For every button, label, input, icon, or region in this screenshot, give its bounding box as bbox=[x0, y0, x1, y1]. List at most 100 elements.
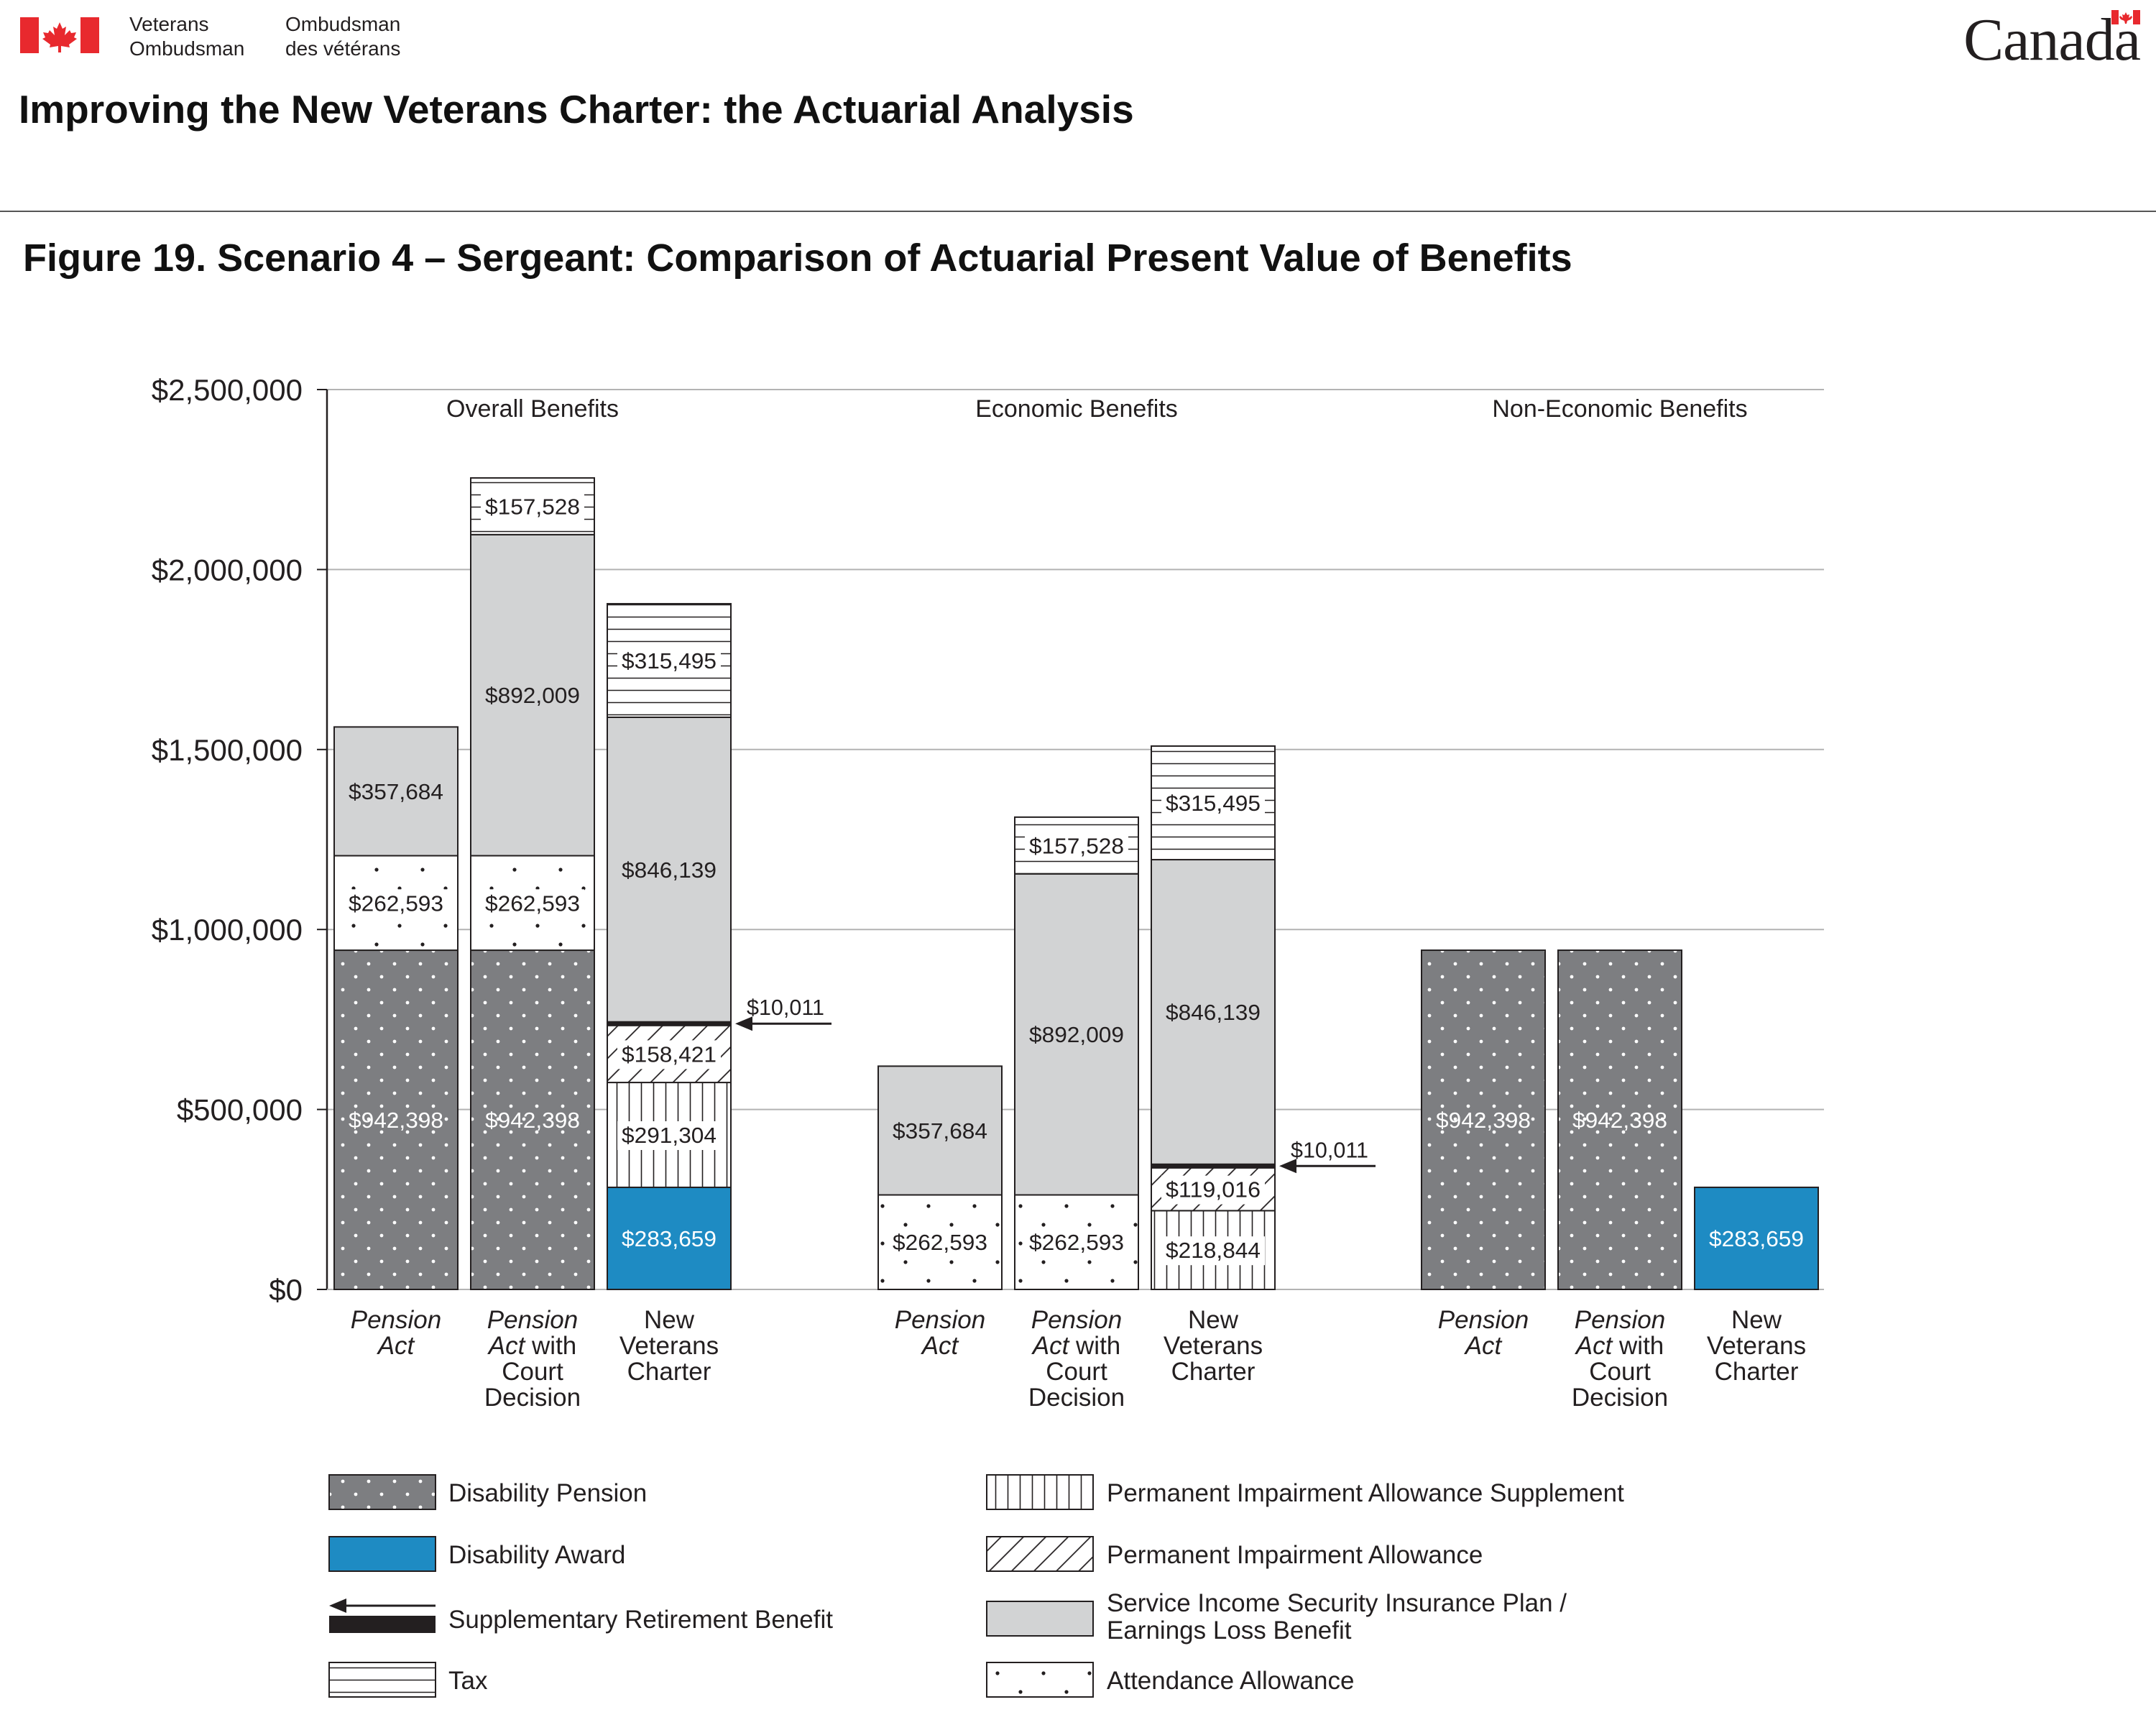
bar-segment-disability-pension bbox=[1421, 949, 1546, 1291]
data-label-bg bbox=[1161, 1236, 1265, 1266]
data-label-bg bbox=[617, 1121, 721, 1151]
category-label: Veterans bbox=[1164, 1332, 1263, 1360]
category-label-italic: Act bbox=[1575, 1332, 1613, 1360]
category-label-rest: with bbox=[1069, 1332, 1120, 1360]
bar-segment-disability-pension bbox=[333, 949, 459, 1291]
y-tick-label: $2,500,000 bbox=[152, 373, 303, 407]
org-name-en: Veterans Ombudsman bbox=[129, 12, 244, 61]
data-label: $262,593 bbox=[485, 891, 580, 916]
data-label: $119,016 bbox=[1166, 1177, 1261, 1202]
data-label: $892,009 bbox=[1029, 1022, 1124, 1047]
legend-label: Tax bbox=[448, 1667, 488, 1695]
data-label: $892,009 bbox=[485, 683, 580, 708]
data-label: $942,398 bbox=[349, 1108, 443, 1133]
legend-swatch-tax bbox=[328, 1662, 436, 1698]
bar-segment-disability-pension bbox=[1557, 949, 1682, 1291]
group-title: Non-Economic Benefits bbox=[1492, 395, 1747, 423]
data-label: $942,398 bbox=[485, 1108, 580, 1133]
figure-title: Figure 19. Scenario 4 – Sergeant: Compar… bbox=[23, 236, 1572, 280]
category-label: Pension bbox=[1031, 1306, 1122, 1334]
data-label-bg bbox=[344, 889, 448, 919]
data-labels: Overall Benefits $942,398 $262,593 $357,684… bbox=[344, 395, 1806, 1412]
category-label: Decision bbox=[1572, 1384, 1668, 1412]
legend: Disability Pension Disability Award Supple… bbox=[328, 1474, 1624, 1698]
category-label: Charter bbox=[1171, 1358, 1256, 1386]
bar-segment-service-income bbox=[1151, 859, 1276, 1165]
category-label: Act bbox=[921, 1332, 959, 1360]
header-divider bbox=[0, 211, 2156, 212]
legend-swatch-disability-award bbox=[328, 1536, 436, 1572]
data-label: $283,659 bbox=[1709, 1226, 1804, 1251]
data-label: $846,139 bbox=[622, 857, 717, 883]
data-label: $10,011 bbox=[1291, 1137, 1368, 1162]
category-label: Act with bbox=[1031, 1332, 1121, 1360]
legend-label: Attendance Allowance bbox=[1107, 1667, 1354, 1695]
y-tick-label: $500,000 bbox=[177, 1093, 303, 1127]
data-label: $291,304 bbox=[622, 1123, 717, 1148]
data-label: $315,495 bbox=[622, 648, 717, 673]
wordmark-flag-icon bbox=[2111, 10, 2140, 24]
canada-flag-icon bbox=[20, 17, 99, 53]
category-label: Pension bbox=[1438, 1306, 1529, 1334]
category-label-rest: with bbox=[525, 1332, 576, 1360]
y-tick-label: $0 bbox=[269, 1273, 303, 1307]
bar-segment-disability-award bbox=[607, 1186, 732, 1291]
y-tick-label: $1,000,000 bbox=[152, 913, 303, 947]
data-label-bg bbox=[617, 646, 721, 676]
data-label: $357,684 bbox=[893, 1118, 987, 1144]
category-label: Charter bbox=[1715, 1358, 1799, 1386]
category-label: New bbox=[1731, 1306, 1782, 1334]
category-label: Act bbox=[1464, 1332, 1503, 1360]
category-label-italic: Act bbox=[487, 1332, 526, 1360]
bars bbox=[333, 477, 1819, 1291]
org-name-fr: Ombudsman des vétérans bbox=[285, 12, 400, 61]
data-label: $262,593 bbox=[893, 1230, 987, 1255]
legend-label-line2: Earnings Loss Benefit bbox=[1107, 1616, 1352, 1644]
data-label: $157,528 bbox=[485, 494, 580, 519]
data-label: $218,844 bbox=[1166, 1238, 1261, 1263]
data-label-bg bbox=[1025, 1228, 1128, 1258]
y-tick-label: $1,500,000 bbox=[152, 733, 303, 767]
legend-label: Disability Pension bbox=[448, 1479, 647, 1507]
group-title: Overall Benefits bbox=[446, 395, 619, 423]
data-label: $262,593 bbox=[1029, 1230, 1124, 1255]
legend-label: Service Income Security Insurance Plan /… bbox=[1107, 1589, 1567, 1644]
category-label: Veterans bbox=[1707, 1332, 1806, 1360]
data-label-bg bbox=[1161, 789, 1265, 819]
data-label: $846,139 bbox=[1166, 1000, 1261, 1025]
legend-label: Permanent Impairment Allowance bbox=[1107, 1541, 1483, 1569]
category-label: Pension bbox=[1575, 1306, 1665, 1334]
org-name-fr-line1: Ombudsman bbox=[285, 13, 401, 35]
bar-segment-service-income bbox=[333, 726, 459, 857]
document-title: Improving the New Veterans Charter: the … bbox=[19, 87, 1134, 132]
y-tick-label: $2,000,000 bbox=[152, 553, 303, 586]
legend-swatch-disability-pension bbox=[328, 1474, 436, 1510]
category-label: Act bbox=[377, 1332, 415, 1360]
category-label: Court bbox=[502, 1358, 563, 1386]
data-label: $158,421 bbox=[622, 1041, 717, 1067]
data-label: $283,659 bbox=[622, 1226, 717, 1251]
category-label: Decision bbox=[1028, 1384, 1125, 1412]
org-name-fr-line2: des vétérans bbox=[285, 37, 401, 60]
category-label: Court bbox=[1046, 1358, 1107, 1386]
category-label: Court bbox=[1589, 1358, 1651, 1386]
bar-segment-disability-pension bbox=[470, 949, 595, 1291]
data-label: $357,684 bbox=[349, 779, 443, 804]
data-label: $315,495 bbox=[1166, 791, 1261, 816]
org-name-en-line2: Ombudsman bbox=[129, 37, 245, 60]
legend-label-line1: Service Income Security Insurance Plan / bbox=[1107, 1589, 1567, 1617]
data-label: $942,398 bbox=[1572, 1108, 1667, 1133]
category-label: Veterans bbox=[619, 1332, 719, 1360]
legend-swatch-service-income bbox=[986, 1601, 1094, 1637]
category-label: New bbox=[1188, 1306, 1239, 1334]
org-name-en-line1: Veterans bbox=[129, 13, 209, 35]
legend-arrow-icon bbox=[329, 1598, 346, 1613]
category-label: Charter bbox=[627, 1358, 711, 1386]
category-label: Act with bbox=[487, 1332, 577, 1360]
data-label-bg bbox=[1025, 832, 1128, 861]
legend-swatch-attendance-allowance bbox=[986, 1662, 1094, 1698]
data-label: $262,593 bbox=[349, 891, 443, 916]
callout-arrow-icon bbox=[735, 1016, 752, 1031]
data-label-bg bbox=[617, 1040, 721, 1070]
legend-label: Disability Award bbox=[448, 1541, 625, 1569]
